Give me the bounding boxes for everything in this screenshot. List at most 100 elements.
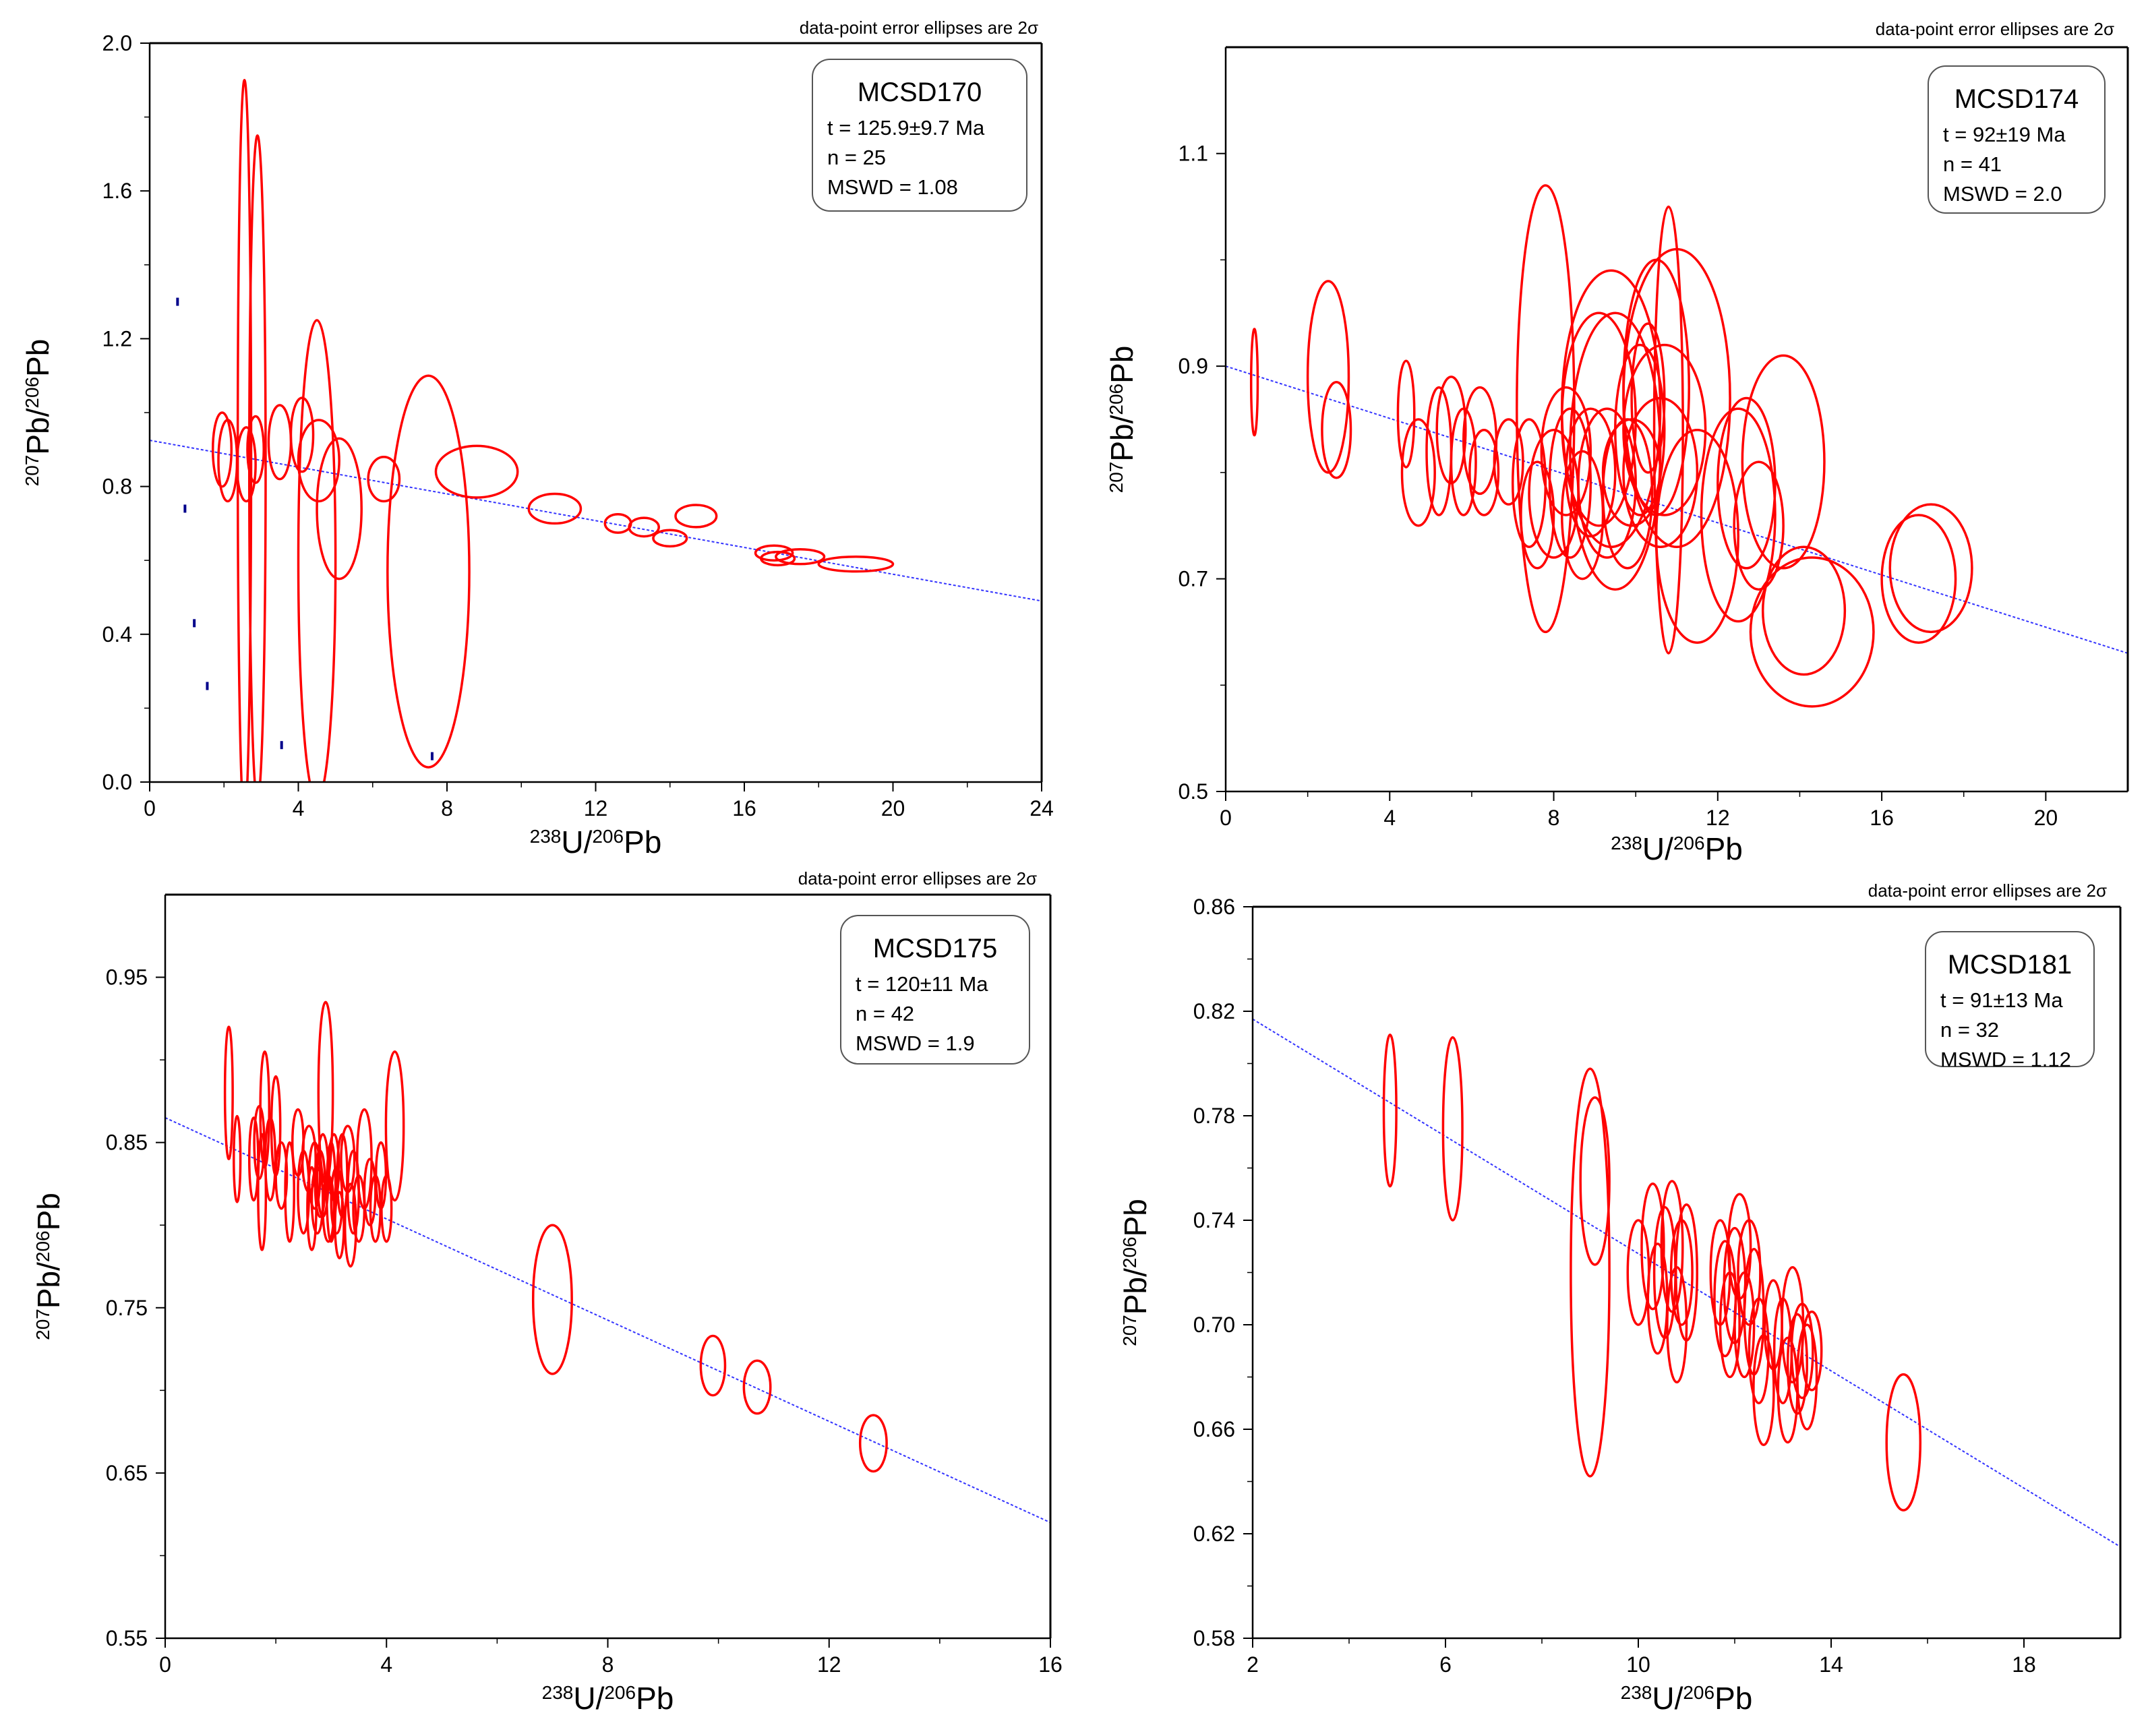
error-ellipse	[223, 1025, 234, 1160]
error-ellipse	[1733, 460, 1785, 591]
error-ellipse-note: data-point error ellipses are 2σ	[1876, 19, 2114, 39]
x-tick-label: 16	[732, 796, 756, 820]
x-tick-label: 6	[1439, 1652, 1452, 1677]
x-label-end: Pb	[1714, 1681, 1752, 1716]
y-label-sup2: 206	[1106, 384, 1127, 415]
error-ellipse-note: data-point error ellipses are 2σ	[798, 868, 1037, 889]
x-tick-label: 4	[293, 796, 305, 820]
error-ellipse	[1669, 1219, 1694, 1326]
data-layer	[1226, 184, 2128, 708]
error-ellipse	[858, 1414, 888, 1473]
y-label-sup1: 207	[32, 1309, 53, 1340]
error-ellipse	[1700, 407, 1777, 623]
sample-name: MCSD175	[873, 934, 998, 963]
x-tick-label: 16	[1870, 806, 1894, 830]
x-label-sup2: 206	[592, 826, 624, 847]
error-ellipse	[1450, 407, 1477, 516]
plot-area: 2 6 10 14 18 0.58 0.62 0.66 0.70 0.74 0.78 0.82 0.86	[1193, 895, 2122, 1677]
error-ellipse	[1441, 1036, 1464, 1222]
y-tick-label: 1.1	[1179, 142, 1208, 166]
error-ellipse	[527, 492, 583, 525]
plot-area: 0 4 8 12 16 20 24 0.0 0.4 0.8 1.2 1.6 2.0	[102, 31, 1054, 820]
error-ellipse	[1548, 407, 1592, 559]
error-ellipse	[1749, 556, 1875, 708]
y-tick-label: 0.70	[1193, 1313, 1235, 1337]
y-label-mid: Pb/	[20, 408, 55, 454]
error-ellipse	[211, 411, 233, 488]
data-layer	[150, 79, 1042, 782]
y-axis-label: 207Pb/206Pb	[31, 1193, 66, 1340]
x-label-sup1: 238	[542, 1682, 574, 1703]
x-label-sup2: 206	[604, 1682, 636, 1703]
error-ellipse	[1885, 1373, 1922, 1511]
y-tick-label: 0.7	[1179, 567, 1208, 591]
x-tick-label: 16	[1038, 1652, 1063, 1677]
y-tick-label: 0.82	[1193, 999, 1235, 1023]
y-label-sup1: 207	[22, 455, 42, 487]
x-label-base: U/	[1642, 831, 1673, 866]
stats-box: MCSD170 t = 125.9±9.7 Ma n = 25 MSWD = 1…	[812, 59, 1027, 212]
y-axis-label: 207Pb/206Pb	[1104, 346, 1139, 493]
error-ellipse	[760, 550, 796, 567]
age-text: t = 120±11 Ma	[856, 972, 988, 996]
data-layer	[1253, 1018, 2120, 1548]
stats-box: MCSD181 t = 91±13 Ma n = 32 MSWD = 1.12	[1925, 931, 2095, 1071]
error-ellipse	[1741, 354, 1826, 570]
x-label-sup1: 238	[530, 826, 562, 847]
chart-mcsd181: data-point error ellipses are 2σ 2 6 10 14 1…	[1118, 880, 2122, 1716]
error-ellipse	[742, 1359, 772, 1415]
x-tick-label: 0	[144, 796, 156, 820]
error-ellipse	[257, 1133, 268, 1251]
y-tick-label: 0.55	[106, 1626, 148, 1650]
y-label-sup2: 206	[1119, 1236, 1140, 1268]
error-ellipse	[367, 456, 401, 503]
x-tick-label: 18	[2012, 1652, 2036, 1677]
error-ellipse	[1888, 503, 1973, 634]
y-label-end: Pb	[31, 1193, 66, 1230]
error-ellipse	[1660, 1180, 1684, 1313]
error-ellipse	[1493, 418, 1524, 506]
error-ellipse	[274, 1141, 289, 1210]
mswd-text: MSWD = 1.12	[1940, 1048, 2071, 1071]
y-tick-label: 0.95	[106, 965, 148, 990]
stats-box-frame	[1928, 65, 2106, 214]
y-axis-label: 207Pb/206Pb	[1118, 1199, 1153, 1346]
y-tick-label: 0.5	[1179, 779, 1208, 804]
y-label-mid: Pb/	[31, 1262, 66, 1309]
x-tick-label: 0	[159, 1652, 171, 1677]
y-label-end: Pb	[20, 339, 55, 377]
sample-name: MCSD174	[1955, 84, 2079, 114]
error-ellipse	[628, 516, 660, 538]
y-tick-label: 0.66	[1193, 1417, 1235, 1441]
error-ellipse	[1400, 418, 1436, 527]
x-label-end: Pb	[1705, 831, 1743, 866]
x-label-end: Pb	[624, 825, 661, 860]
error-ellipse	[235, 426, 257, 503]
plot-area: 0 4 8 12 16 20 0.5 0.7 0.9 1.1	[1179, 46, 2129, 830]
error-ellipse	[1717, 396, 1777, 570]
x-tick-label: 4	[1383, 806, 1396, 830]
y-tick-label: 0.75	[106, 1296, 148, 1320]
error-ellipse	[1752, 1334, 1775, 1446]
x-tick-label: 0	[1220, 806, 1232, 830]
error-ellipse	[1737, 1219, 1762, 1326]
x-label-base: U/	[573, 1681, 604, 1716]
x-tick-label: 12	[1706, 806, 1730, 830]
chart-mcsd175: data-point error ellipses are 2σ 0 4 8 12 16…	[31, 868, 1063, 1716]
x-tick-label: 10	[1626, 1652, 1650, 1677]
error-ellipse	[1306, 280, 1350, 474]
error-ellipse	[1652, 205, 1684, 655]
error-ellipse	[297, 419, 340, 503]
error-ellipse	[1654, 429, 1739, 644]
n-text: n = 25	[827, 146, 886, 169]
x-tick-label: 14	[1819, 1652, 1843, 1677]
error-ellipse	[1321, 381, 1352, 479]
y-label-end: Pb	[1104, 346, 1139, 384]
error-ellipse	[699, 1334, 727, 1397]
data-marker	[430, 752, 434, 760]
y-axis-label: 207Pb/206Pb	[20, 339, 55, 487]
y-tick-label: 0.85	[106, 1131, 148, 1155]
age-text: t = 125.9±9.7 Ma	[827, 116, 985, 140]
x-label-sup1: 238	[1621, 1682, 1652, 1703]
